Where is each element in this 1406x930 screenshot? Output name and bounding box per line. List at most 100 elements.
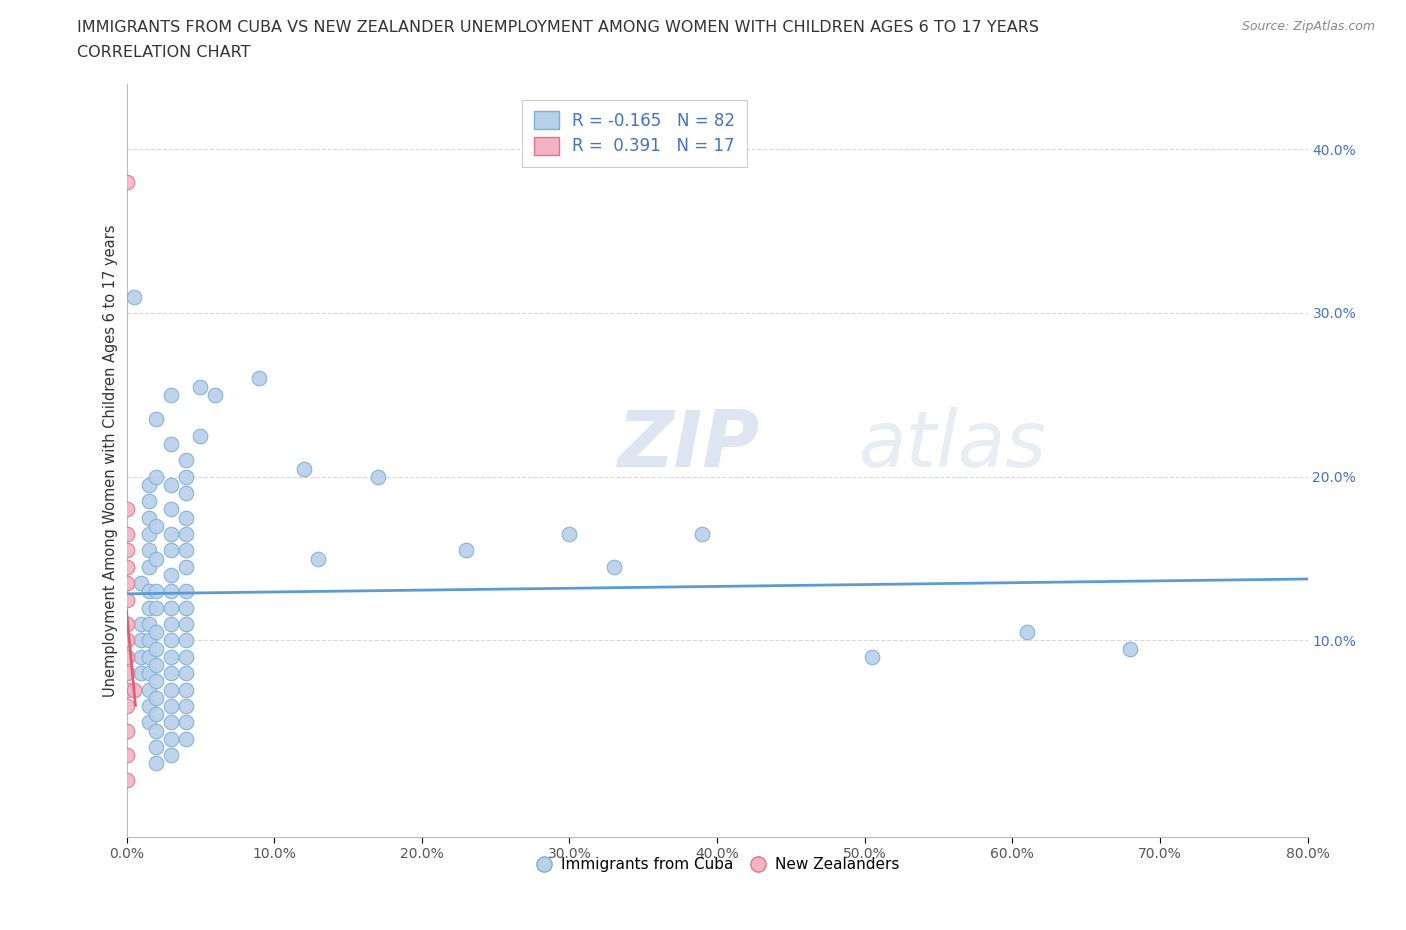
Point <box>138 600 160 615</box>
Point <box>174 731 197 746</box>
Point <box>145 518 167 533</box>
Point <box>129 649 153 664</box>
Point <box>160 600 183 615</box>
Point <box>145 584 167 599</box>
Point <box>138 617 160 631</box>
Point <box>174 453 197 468</box>
Point <box>145 551 167 566</box>
Point <box>174 649 197 664</box>
Text: CORRELATION CHART: CORRELATION CHART <box>77 45 250 60</box>
Point <box>115 633 138 648</box>
Point <box>115 649 138 664</box>
Point <box>160 649 183 664</box>
Legend: Immigrants from Cuba, New Zealanders: Immigrants from Cuba, New Zealanders <box>529 851 905 878</box>
Point <box>145 707 167 722</box>
Point <box>115 576 138 591</box>
Point <box>138 698 160 713</box>
Point <box>1017 625 1039 640</box>
Point <box>292 461 315 476</box>
Point <box>145 658 167 672</box>
Text: Source: ZipAtlas.com: Source: ZipAtlas.com <box>1241 20 1375 33</box>
Point <box>160 584 183 599</box>
Point <box>138 559 160 574</box>
Point <box>174 559 197 574</box>
Point <box>367 470 389 485</box>
Point <box>603 559 626 574</box>
Point <box>138 633 160 648</box>
Point <box>249 371 271 386</box>
Point <box>174 543 197 558</box>
Point <box>138 477 160 492</box>
Point <box>145 625 167 640</box>
Point <box>138 666 160 681</box>
Point <box>145 674 167 689</box>
Point <box>456 543 478 558</box>
Point <box>115 543 138 558</box>
Point <box>115 724 138 738</box>
Point <box>138 584 160 599</box>
Point <box>174 584 197 599</box>
Point <box>174 485 197 500</box>
Point <box>174 666 197 681</box>
Point <box>145 412 167 427</box>
Point <box>188 429 212 444</box>
Point <box>174 633 197 648</box>
Point <box>160 666 183 681</box>
Point <box>145 739 167 754</box>
Point <box>115 617 138 631</box>
Point <box>138 511 160 525</box>
Point <box>160 698 183 713</box>
Point <box>115 559 138 574</box>
Point <box>174 526 197 541</box>
Point <box>1119 642 1142 657</box>
Point <box>115 175 138 190</box>
Point <box>138 526 160 541</box>
Point <box>174 600 197 615</box>
Point <box>145 724 167 738</box>
Point <box>129 617 153 631</box>
Point <box>160 731 183 746</box>
Point <box>160 617 183 631</box>
Point <box>160 502 183 517</box>
Point <box>160 748 183 763</box>
Point <box>160 567 183 582</box>
Point <box>115 698 138 713</box>
Point <box>145 756 167 771</box>
Point <box>160 715 183 730</box>
Point <box>145 690 167 705</box>
Point <box>115 526 138 541</box>
Point <box>115 683 138 698</box>
Point <box>115 772 138 787</box>
Point <box>115 748 138 763</box>
Point <box>145 600 167 615</box>
Point <box>160 388 183 403</box>
Point <box>188 379 212 394</box>
Point <box>860 649 883 664</box>
Point <box>115 666 138 681</box>
Point <box>115 502 138 517</box>
Point <box>129 666 153 681</box>
Text: atlas: atlas <box>859 407 1046 484</box>
Point <box>160 633 183 648</box>
Y-axis label: Unemployment Among Women with Children Ages 6 to 17 years: Unemployment Among Women with Children A… <box>103 224 118 697</box>
Point <box>308 551 330 566</box>
Point <box>138 543 160 558</box>
Point <box>160 543 183 558</box>
Point <box>122 289 145 304</box>
Point <box>145 642 167 657</box>
Point <box>129 633 153 648</box>
Point <box>174 698 197 713</box>
Point <box>174 715 197 730</box>
Point <box>558 526 581 541</box>
Point <box>122 683 145 698</box>
Point <box>160 436 183 451</box>
Point <box>145 470 167 485</box>
Point <box>174 511 197 525</box>
Point <box>115 592 138 607</box>
Point <box>160 477 183 492</box>
Point <box>138 494 160 509</box>
Point <box>160 526 183 541</box>
Point <box>204 388 226 403</box>
Text: ZIP: ZIP <box>617 407 759 484</box>
Point <box>160 683 183 698</box>
